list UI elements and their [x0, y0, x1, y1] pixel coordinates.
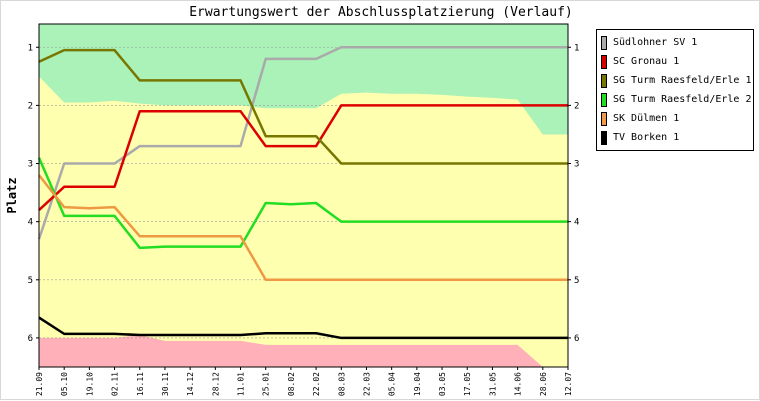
series-line [37, 157, 568, 250]
legend-swatch [601, 73, 607, 88]
y-tick-label-right: 2 [574, 101, 579, 111]
x-tick-label: 05.10 [60, 372, 69, 396]
band-green [39, 24, 568, 135]
y-tick-label: 1 [28, 43, 33, 53]
legend-item: TV Borken 1 [597, 128, 753, 147]
legend-item: SG Turm Raesfeld/Erle 1 [597, 71, 753, 90]
legend-label: SK Dülmen 1 [613, 113, 680, 124]
x-tick-label: 17.05 [463, 372, 472, 396]
x-tick-label: 03.05 [438, 372, 447, 396]
legend-item: Südlohner SV 1 [597, 33, 753, 52]
y-tick-label: 5 [28, 276, 33, 286]
y-tick-label-right: 3 [574, 160, 579, 170]
x-tick-label: 11.01 [237, 372, 246, 396]
band-red [39, 335, 568, 367]
chart-legend: Südlohner SV 1 SC Gronau 1 SG Turm Raesfel… [596, 29, 754, 151]
legend-item: SK Dülmen 1 [597, 109, 753, 128]
x-tick-label: 31.05 [488, 372, 497, 396]
x-tick-label: 28.12 [211, 372, 220, 396]
y-tick-label: 2 [28, 101, 33, 111]
x-tick-label: 14.12 [186, 372, 195, 396]
y-tick-label-right: 4 [574, 218, 579, 228]
x-tick-label: 22.03 [362, 372, 371, 396]
x-tick-label: 12.07 [564, 372, 573, 396]
chart-title: Erwartungswert der Abschlussplatzierung … [189, 5, 573, 20]
legend-swatch [601, 130, 607, 145]
series-line [38, 316, 568, 340]
legend-item: SG Turm Raesfeld/Erle 2 [597, 90, 753, 109]
x-tick-label: 16.11 [136, 372, 145, 396]
series-line [38, 174, 568, 282]
x-tick-label: 19.10 [85, 372, 94, 396]
x-tick-label: 05.04 [388, 372, 397, 396]
y-axis-label: Platz [5, 177, 19, 213]
x-tick-label: 08.03 [337, 372, 346, 396]
series-lines [37, 46, 568, 340]
legend-label: SG Turm Raesfeld/Erle 2 [613, 94, 752, 105]
x-tick-label: 25.01 [262, 372, 271, 396]
x-tick-label: 28.06 [539, 372, 548, 396]
series-line [38, 104, 568, 211]
legend-swatch [601, 35, 607, 50]
x-tick-label: 02.11 [111, 372, 120, 396]
x-tick-label: 19.04 [413, 372, 422, 396]
y-tick-label-right: 6 [574, 334, 579, 344]
legend-label: Südlohner SV 1 [613, 37, 698, 48]
y-tick-label: 4 [28, 218, 33, 228]
axes: 1 1 2 2 3 3 4 4 5 5 6 6 21.09 05.10 19.10 02.11 16.11 30.… [28, 23, 579, 396]
legend-label: SG Turm Raesfeld/Erle 1 [613, 75, 752, 86]
x-tick-label: 08.02 [287, 372, 296, 396]
x-tick-label: 21.09 [35, 372, 44, 396]
x-tick-label: 14.06 [514, 372, 523, 396]
series-line [37, 46, 568, 240]
y-tick-label: 3 [28, 160, 33, 170]
legend-label: SC Gronau 1 [613, 56, 680, 67]
x-tick-label: 30.11 [161, 372, 170, 396]
plot-frame [38, 23, 569, 368]
y-tick-label-right: 1 [574, 43, 579, 53]
background-bands [39, 24, 568, 367]
legend-swatch [601, 54, 607, 69]
legend-swatch [601, 111, 607, 126]
legend-label: TV Borken 1 [613, 132, 680, 143]
y-tick-label-right: 5 [574, 276, 579, 286]
x-tick-label: 22.02 [312, 372, 321, 396]
series-line [38, 48, 568, 165]
legend-item: SC Gronau 1 [597, 52, 753, 71]
legend-swatch [601, 92, 607, 107]
y-tick-label: 6 [28, 334, 33, 344]
